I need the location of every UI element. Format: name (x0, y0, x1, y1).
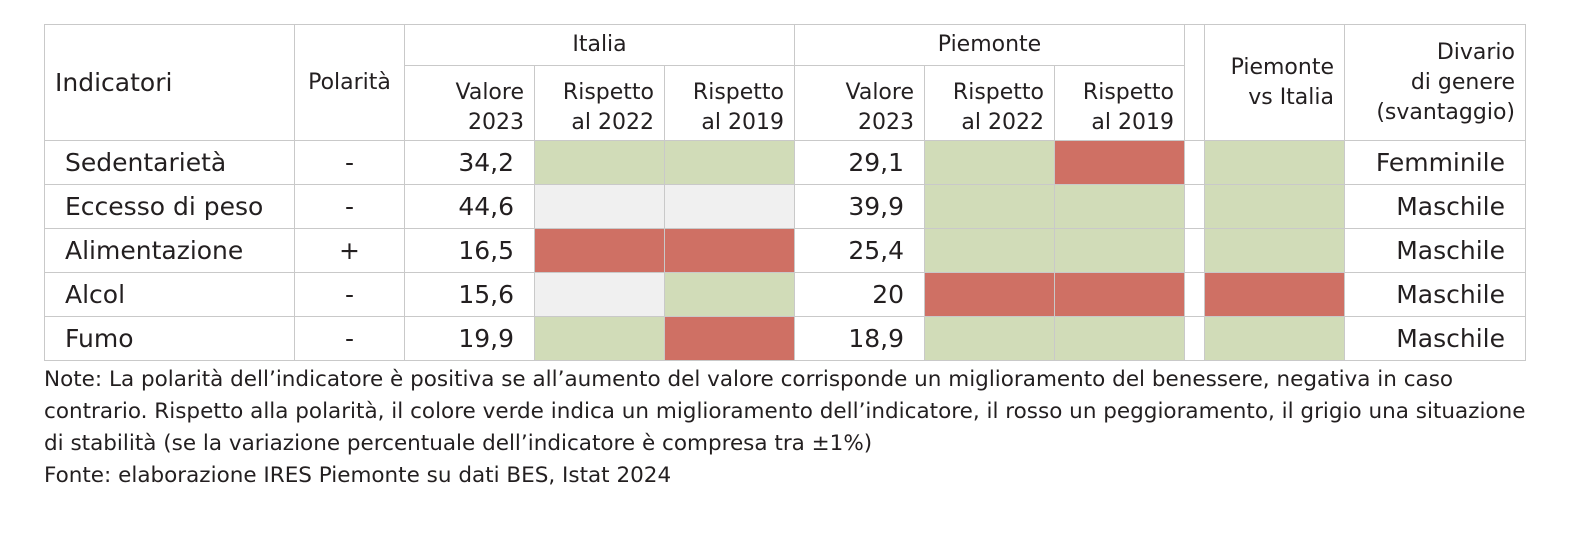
piemonte-2019-status-cell (1054, 316, 1185, 361)
indicators-table: Indicatori Polarità Italia Piemonte Piem… (44, 24, 1526, 361)
italia-2019-status-cell (664, 272, 795, 317)
piemonte-valore-cell: 29,1 (794, 140, 925, 185)
header-indicatori: Indicatori (44, 24, 295, 141)
header-rispetto-line1: Rispetto (1082, 80, 1174, 105)
piemonte-vs-italia-status-cell (1204, 272, 1345, 317)
piemonte-2019-status-cell (1054, 272, 1185, 317)
polarity-cell: - (294, 184, 405, 229)
table-row: Sedentarietà - 34,2 29,1 Femminile (44, 140, 1526, 185)
header-rispetto-line1: Rispetto (952, 80, 1044, 105)
piemonte-2019-status-cell (1054, 140, 1185, 185)
header-italia-rispetto-2019: Rispetto al 2019 (664, 65, 795, 141)
piemonte-2022-status-cell (924, 272, 1055, 317)
piemonte-2022-status-cell (924, 140, 1055, 185)
gap-cell (1184, 140, 1205, 185)
italia-valore-cell: 16,5 (404, 228, 535, 273)
indicator-name: Fumo (44, 316, 295, 361)
gap-cell (1184, 228, 1205, 273)
indicator-name: Alimentazione (44, 228, 295, 273)
table-header: Indicatori Polarità Italia Piemonte Piem… (44, 24, 1526, 141)
header-rispetto-2022-line2: al 2022 (571, 110, 654, 135)
table-notes: Note: La polarità dell’indicatore è posi… (44, 364, 1544, 492)
header-valore-line2: 2023 (468, 110, 524, 135)
header-rispetto-line1: Rispetto (692, 80, 784, 105)
table-body: Sedentarietà - 34,2 29,1 Femminile Ecces… (44, 140, 1526, 361)
indicator-name: Alcol (44, 272, 295, 317)
header-valore-line1: Valore (455, 80, 525, 105)
piemonte-2022-status-cell (924, 316, 1055, 361)
piemonte-vs-italia-status-cell (1204, 228, 1345, 273)
header-rispetto-line1: Rispetto (562, 80, 654, 105)
italia-2019-status-cell (664, 228, 795, 273)
piemonte-vs-italia-status-cell (1204, 316, 1345, 361)
polarity-cell: - (294, 140, 405, 185)
divario-cell: Maschile (1344, 316, 1526, 361)
italia-valore-cell: 19,9 (404, 316, 535, 361)
table-row: Fumo - 19,9 18,9 Maschile (44, 316, 1526, 361)
italia-2019-status-cell (664, 140, 795, 185)
gap-cell (1184, 316, 1205, 361)
header-italia-rispetto-2022: Rispetto al 2022 (534, 65, 665, 141)
header-divario-line1: Divario (1436, 39, 1515, 65)
header-group-piemonte: Piemonte (794, 24, 1185, 66)
italia-2019-status-cell (664, 316, 795, 361)
piemonte-vs-italia-status-cell (1204, 140, 1345, 185)
header-piemonte-vs-italia: Piemonte vs Italia (1204, 24, 1345, 141)
piemonte-valore-cell: 20 (794, 272, 925, 317)
header-rispetto-2019-line2: al 2019 (701, 110, 784, 135)
header-pvi-line1: Piemonte (1230, 54, 1334, 80)
indicator-name: Sedentarietà (44, 140, 295, 185)
table-row: Alcol - 15,6 20 Maschile (44, 272, 1526, 317)
header-pvi-line2: vs Italia (1248, 84, 1334, 110)
polarity-cell: - (294, 316, 405, 361)
header-piemonte-valore: Valore 2023 (794, 65, 925, 141)
gap-cell (1184, 184, 1205, 229)
header-polarita: Polarità (294, 24, 405, 141)
header-piemonte-rispetto-2022: Rispetto al 2022 (924, 65, 1055, 141)
divario-cell: Femminile (1344, 140, 1526, 185)
italia-2022-status-cell (534, 316, 665, 361)
indicators-table-wrapper: Indicatori Polarità Italia Piemonte Piem… (44, 24, 1526, 361)
header-rispetto-2019-line2: al 2019 (1091, 110, 1174, 135)
header-divario: Divario di genere (svantaggio) (1344, 24, 1526, 141)
header-divario-line2: di genere (1410, 69, 1515, 95)
divario-cell: Maschile (1344, 272, 1526, 317)
italia-2022-status-cell (534, 140, 665, 185)
italia-valore-cell: 34,2 (404, 140, 535, 185)
header-rispetto-2022-line2: al 2022 (961, 110, 1044, 135)
header-italia-valore: Valore 2023 (404, 65, 535, 141)
italia-valore-cell: 15,6 (404, 272, 535, 317)
gap-cell (1184, 272, 1205, 317)
italia-2022-status-cell (534, 184, 665, 229)
header-gap (1184, 24, 1205, 141)
piemonte-vs-italia-status-cell (1204, 184, 1345, 229)
piemonte-valore-cell: 18,9 (794, 316, 925, 361)
header-valore-line1: Valore (845, 80, 915, 105)
header-piemonte-rispetto-2019: Rispetto al 2019 (1054, 65, 1185, 141)
polarity-cell: - (294, 272, 405, 317)
indicator-name: Eccesso di peso (44, 184, 295, 229)
piemonte-2019-status-cell (1054, 184, 1185, 229)
source-text: Fonte: elaborazione IRES Piemonte su dat… (44, 463, 672, 488)
divario-cell: Maschile (1344, 184, 1526, 229)
note-text: Note: La polarità dell’indicatore è posi… (44, 367, 1526, 456)
piemonte-valore-cell: 39,9 (794, 184, 925, 229)
italia-2019-status-cell (664, 184, 795, 229)
piemonte-2019-status-cell (1054, 228, 1185, 273)
italia-valore-cell: 44,6 (404, 184, 535, 229)
italia-2022-status-cell (534, 228, 665, 273)
piemonte-2022-status-cell (924, 228, 1055, 273)
header-group-italia: Italia (404, 24, 795, 66)
piemonte-valore-cell: 25,4 (794, 228, 925, 273)
divario-cell: Maschile (1344, 228, 1526, 273)
piemonte-2022-status-cell (924, 184, 1055, 229)
header-valore-line2: 2023 (858, 110, 914, 135)
table-row: Alimentazione + 16,5 25,4 Maschile (44, 228, 1526, 273)
table-row: Eccesso di peso - 44,6 39,9 Maschile (44, 184, 1526, 229)
italia-2022-status-cell (534, 272, 665, 317)
polarity-cell: + (294, 228, 405, 273)
header-divario-line3: (svantaggio) (1376, 99, 1515, 125)
